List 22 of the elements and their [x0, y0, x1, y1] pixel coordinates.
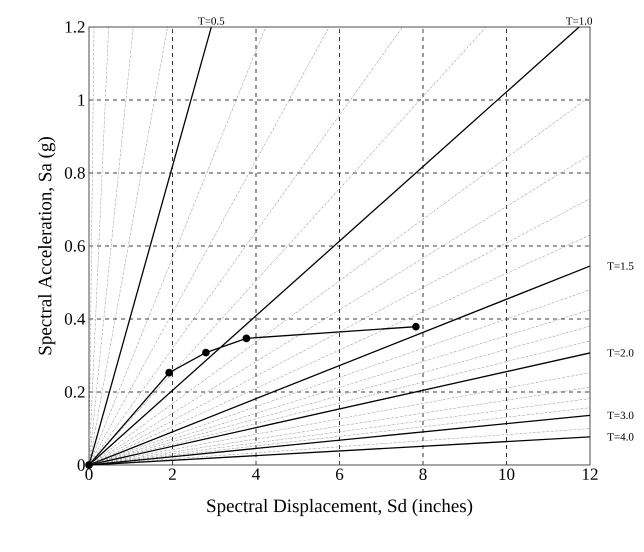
y-tick-label: 1.2 [66, 21, 85, 33]
x-tick-label: 0 [85, 468, 93, 480]
annotation: T=2.0 [607, 349, 634, 357]
y-tick-label: 0 [78, 459, 85, 471]
y-tick-label: 0.8 [64, 167, 85, 179]
x-tick-label: 12 [582, 468, 598, 480]
x-tick-label: 10 [499, 468, 514, 480]
annotation: T=4.0 [607, 433, 634, 441]
annotation: T=1.5 [607, 262, 634, 270]
annotation: T=1.0 [566, 17, 592, 25]
x-tick-label: 2 [169, 468, 176, 480]
x-tick-label: 8 [419, 468, 427, 480]
x-tick-label: 4 [252, 468, 260, 480]
y-tick-label: 0.6 [64, 240, 85, 252]
y-tick-label: 0.2 [64, 386, 85, 398]
annotation: T=0.5 [198, 17, 224, 25]
y-tick-label: 1 [78, 94, 84, 106]
x-axis-title: Spectral Displacement, Sd (inches) [207, 498, 472, 516]
x-tick-label: 6 [336, 468, 344, 480]
annotation: T=3.0 [607, 412, 634, 420]
y-axis-title: Spectral Acceleration, Sa (g) [38, 137, 56, 354]
y-tick-label: 0.4 [64, 313, 86, 325]
